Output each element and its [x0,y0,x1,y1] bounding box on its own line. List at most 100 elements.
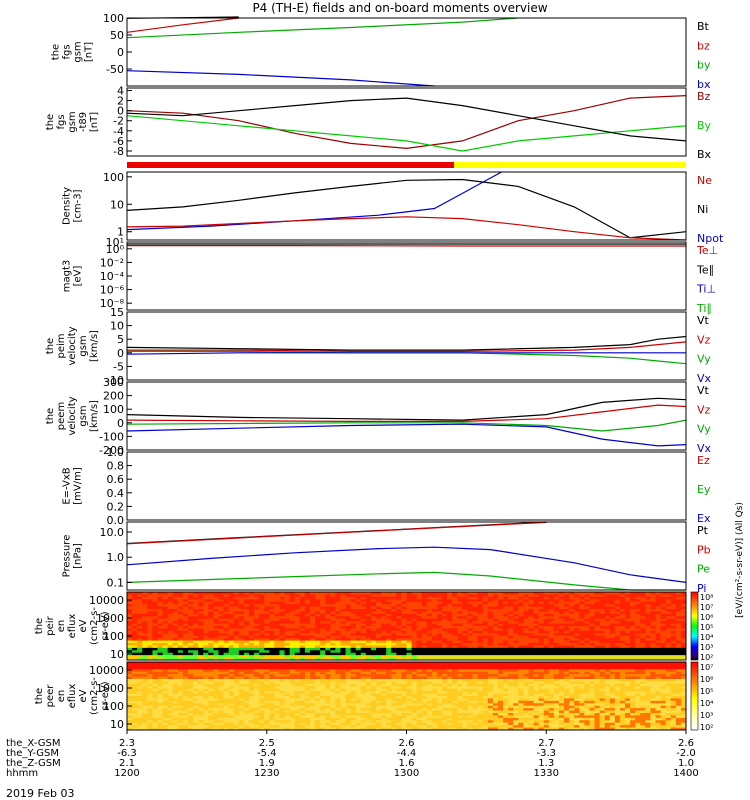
spectrogram-cell [513,596,519,600]
spectrogram-cell [182,599,189,603]
spectrogram-cell [584,679,590,682]
spectrogram-cell [579,643,585,646]
panel-5: 151050-5-10thepeimvelocitygsm[km/s]VtVzV… [45,306,712,387]
spectrogram-cell [355,671,362,675]
spectrogram-cell [477,604,484,607]
spectrogram-cell [152,686,158,690]
spectrogram-cell [543,686,550,690]
spectrogram-cell [233,669,240,673]
spectrogram-cell [518,693,524,697]
spectrogram-cell [604,650,611,654]
spectrogram-cell [645,633,651,637]
spectrogram-cell [264,621,270,624]
spectrogram-cell [614,638,621,641]
spectrogram-cell [482,674,489,677]
spectrogram-cell [355,594,362,598]
ytick-label: 0.0 [107,514,125,527]
spectrogram-cell [477,630,484,634]
spectrogram-cell [640,630,646,634]
spectrogram-cell [660,611,667,615]
spectrogram-cell [487,630,494,634]
spectrogram-cell [411,630,418,634]
spectrogram-cell [665,638,672,641]
spectrogram-cell [187,683,194,687]
spectrogram-cell [553,676,560,680]
spectrogram-cell [391,686,397,690]
spectrogram-cell [401,621,407,624]
spectrogram-cell [279,693,285,697]
spectrogram-cell [477,626,484,629]
spectrogram-cell [350,613,357,617]
spectrogram-cell [162,674,169,677]
spectrogram-cell [223,623,230,627]
spectrogram-cell [640,681,646,685]
spectrogram-cell [406,691,412,694]
spectrogram-cell [569,604,575,607]
ytick-label: 100 [103,12,124,25]
spectrogram-cell [503,681,509,685]
spectrogram-cell [320,643,326,646]
spectrogram-cell [533,657,540,661]
spectrogram-cell [635,676,641,680]
spectrogram-cell [213,609,219,612]
spectrogram-cell [223,604,230,607]
spectrogram-cell [391,681,397,685]
spectrogram-cell [142,623,148,627]
spectrogram-cell [320,691,326,694]
spectrogram-cell [640,596,646,600]
spectrogram-cell [665,662,672,665]
ylabel-line: peir [45,615,56,635]
spectrogram-cell [447,657,453,661]
spectrogram-cell [193,635,199,639]
spectrogram-cell [182,623,189,627]
spectrogram-cell [203,604,209,607]
spectrogram-cell [320,599,326,603]
spectrogram-cell [360,626,367,629]
spectrogram-cell [625,618,631,622]
spectrogram-cell [452,628,458,632]
spectrogram-cell [127,618,133,622]
spectrogram-cell [564,606,570,610]
spectrogram-cell [482,621,489,624]
spectrogram-cell [665,676,672,680]
spectrogram-cell [142,604,148,607]
spectrogram-cell [274,630,280,634]
spectrogram-cell [635,626,641,629]
spectrogram-cell [619,621,626,624]
spectrogram-cell [553,655,560,658]
spectrogram-cell [452,686,458,690]
spectrogram-cell [182,657,189,661]
spectrogram-cell [589,669,595,673]
spectrogram-cell [518,616,524,620]
spectrogram-cell [670,657,677,661]
spectrogram-cell [558,609,565,612]
spectrogram-cell [243,657,250,661]
legend-entry: Npot [697,232,724,245]
spectrogram-cell [518,671,524,675]
spectrogram-cell [177,650,184,654]
spectrogram-cell [558,611,565,615]
spectrogram-cell [553,628,560,632]
spectrogram-cell [340,596,346,600]
spectrogram-cell [289,674,296,677]
spectrogram-cell [218,611,224,615]
spectrogram-cell [203,633,209,637]
spectrogram-cell [503,621,509,624]
spectrogram-cell [274,628,280,632]
spectrogram-cell [340,635,346,639]
spectrogram-cell [279,696,285,699]
spectrogram-cell [325,688,331,692]
spectrogram-cell [426,669,433,673]
spectrogram-cell [579,621,585,624]
spectrogram-cell [660,630,667,634]
spectrogram-cell [680,592,687,595]
spectrogram-cell [675,664,682,668]
spectrogram-cell [452,635,458,639]
spectrogram-cell [309,609,316,612]
spectrogram-cell [416,669,423,673]
spectrogram-cell [574,676,580,680]
spectrogram-cell [167,671,174,675]
spectrogram-cell [193,664,199,668]
spectrogram-cell [467,669,473,673]
spectrogram-cell [386,611,392,615]
